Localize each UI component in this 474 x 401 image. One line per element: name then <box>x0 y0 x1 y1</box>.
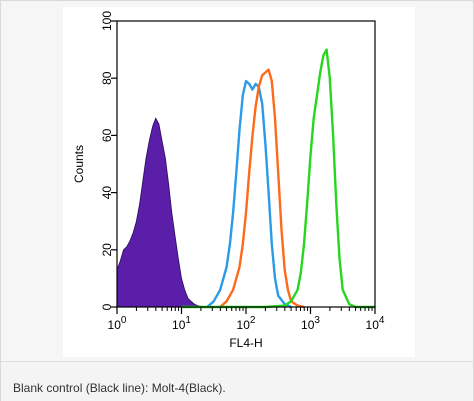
x-tick-label: 100 <box>108 315 127 332</box>
series-1-area <box>116 117 205 308</box>
y-tick-label: 60 <box>100 128 114 142</box>
y-axis-label: Counts <box>72 145 86 183</box>
flow-cytometry-histogram: 0 20 40 60 80 100 100 101 102 103 104 FL4-H Counts <box>72 11 385 350</box>
plot-layer <box>116 48 375 309</box>
histogram-figure: 0 20 40 60 80 100 100 101 102 103 104 FL4-H Counts <box>63 7 415 357</box>
x-tick-label: 102 <box>237 315 256 332</box>
series-3-line <box>219 68 305 309</box>
y-tick-label: 40 <box>100 186 114 200</box>
y-tick-label: 20 <box>100 243 114 257</box>
caption-bar: Blank control (Black line): Molt-4(Black… <box>1 361 473 401</box>
x-tick-label: 101 <box>172 315 191 332</box>
x-axis-label: FL4-H <box>229 336 262 350</box>
figure-caption: Blank control (Black line): Molt-4(Black… <box>13 381 226 395</box>
x-tick-label: 103 <box>301 315 320 332</box>
x-tick-label: 104 <box>366 315 385 332</box>
y-tick-label: 100 <box>100 11 114 31</box>
series-2-line <box>206 79 292 309</box>
series-4-line <box>181 48 375 309</box>
y-tick-label: 0 <box>100 303 114 310</box>
axis-layer: 0 20 40 60 80 100 100 101 102 103 104 <box>100 11 385 332</box>
y-tick-label: 80 <box>100 71 114 85</box>
